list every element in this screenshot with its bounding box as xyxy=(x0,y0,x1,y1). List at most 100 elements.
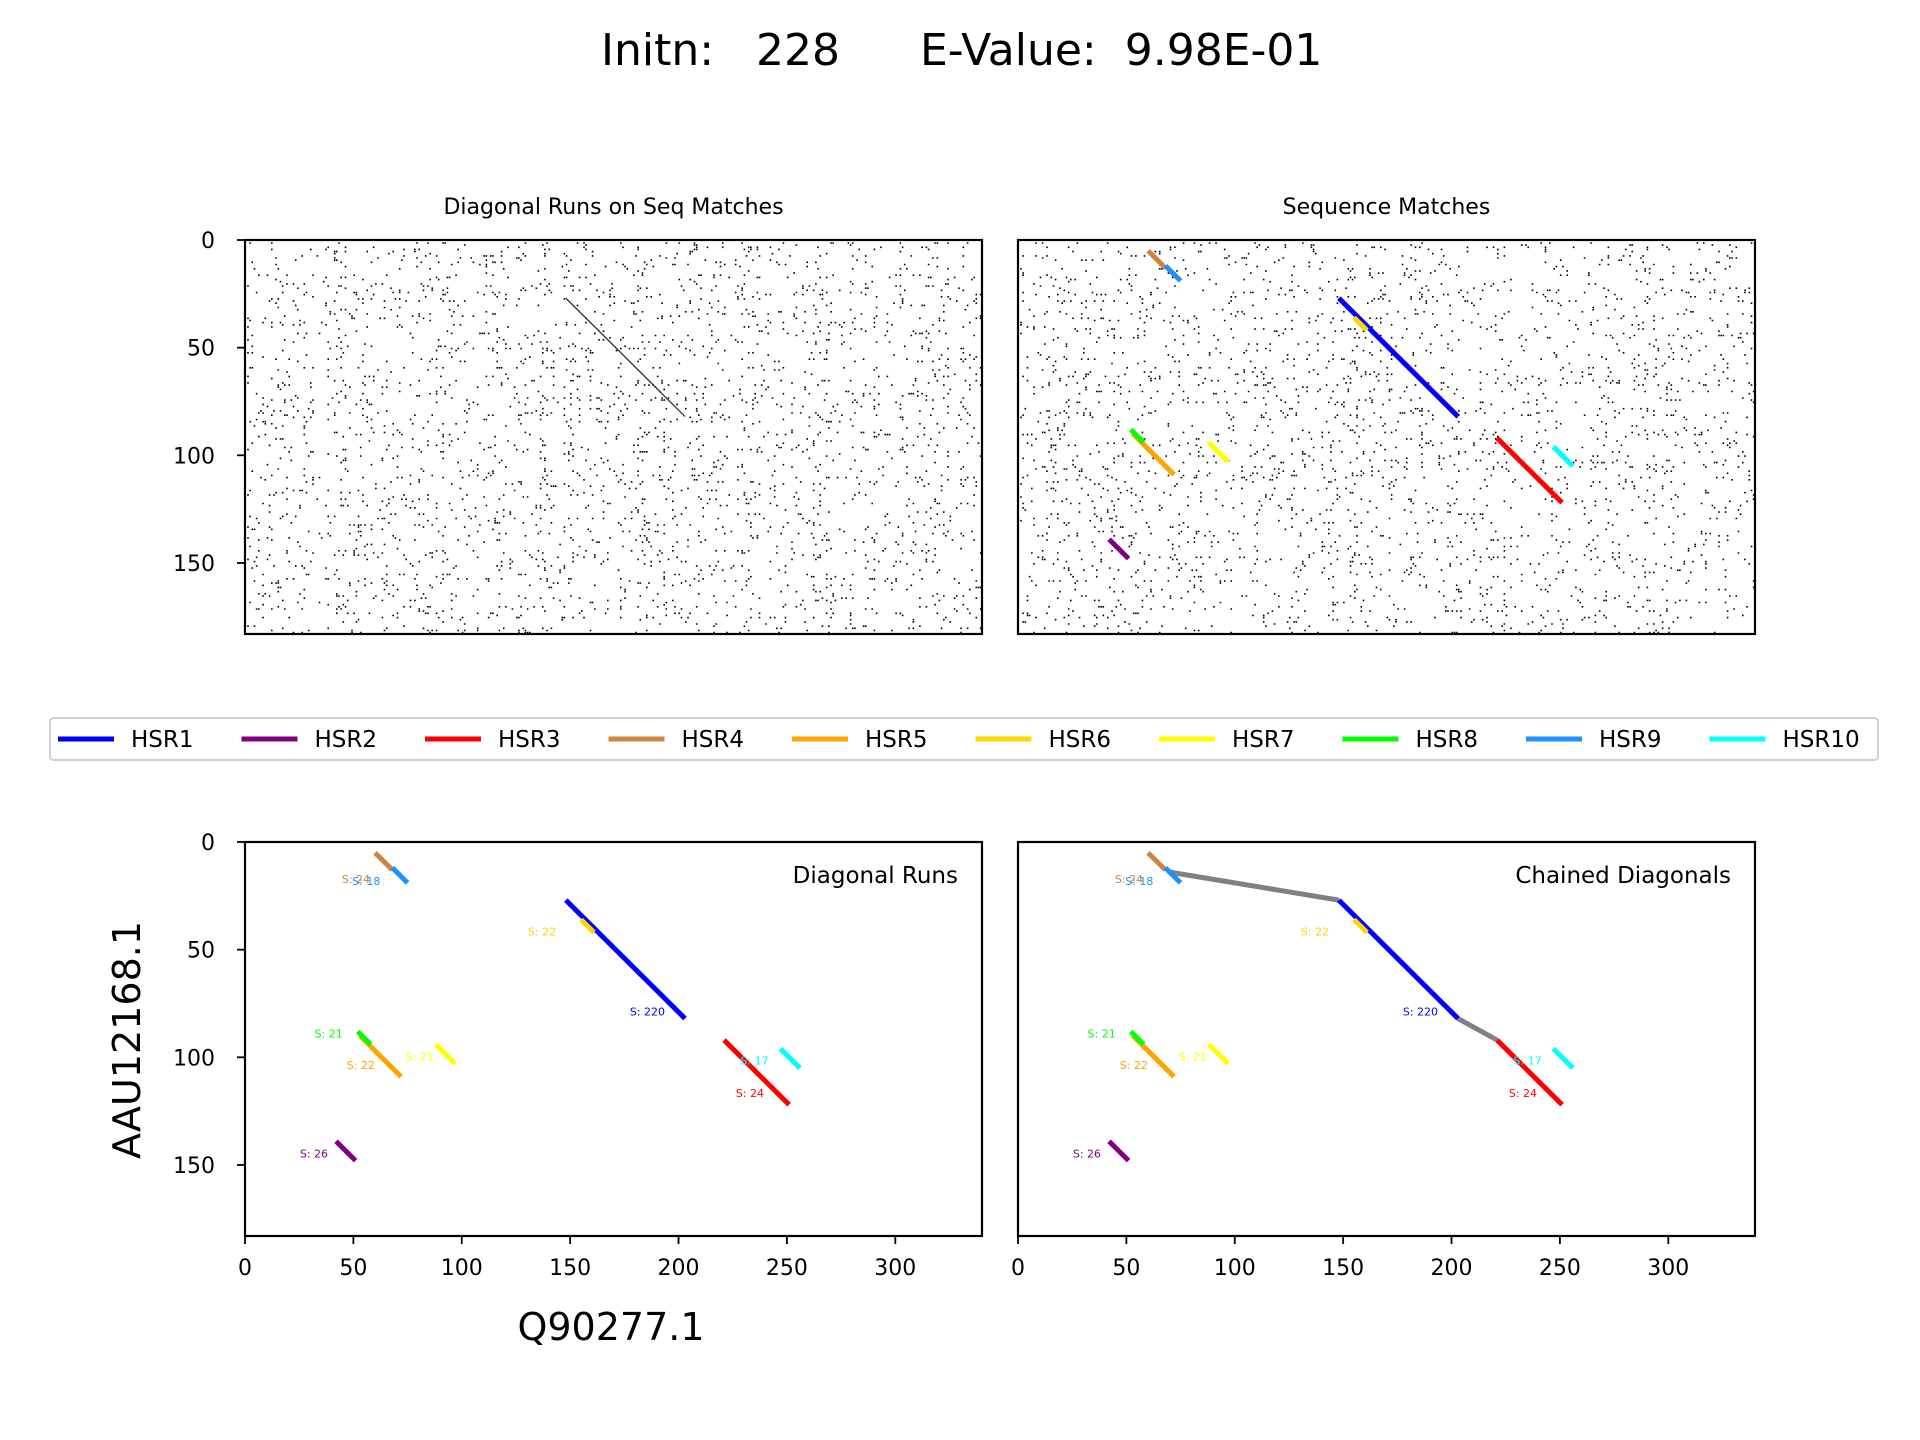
panel-top-left-y-tick-label: 0 xyxy=(201,229,215,254)
panel-top-right-segment-hsr1 xyxy=(1337,296,1460,419)
panel-bottom-left-x-tick-label: 200 xyxy=(658,1256,700,1281)
panel-bottom-left-y-tick-label: 50 xyxy=(187,939,215,964)
figure-title-initn: Initn: 228 xyxy=(601,25,840,76)
panel-top-right-segment-hsr6 xyxy=(1352,315,1369,333)
panel-bottom-right-x-tick-label: 100 xyxy=(1214,1256,1256,1281)
panel-bottom-right-score-label-hsr10: S: 17 xyxy=(1513,1055,1541,1068)
panel-bottom-left-score-label-hsr9: S: 18 xyxy=(352,875,380,888)
panel-bottom-right-x-tick-label: 300 xyxy=(1647,1256,1689,1281)
panel-bottom-right-score-label-hsr1: S: 220 xyxy=(1403,1006,1438,1019)
panel-bottom-left-segment-hsr1 xyxy=(564,898,687,1021)
panel-top-left-match-dots xyxy=(247,242,982,634)
panel-bottom-right-score-label-hsr9: S: 18 xyxy=(1125,875,1153,888)
panel-top-left-diagonal-run xyxy=(565,297,686,418)
panel-bottom-right-segment-hsr10 xyxy=(1551,1046,1575,1070)
panel-bottom-left-segment-hsr9 xyxy=(390,866,410,885)
panel-top-left-y-tick-label: 100 xyxy=(173,444,215,469)
panel-bottom-right-chain-link-2 xyxy=(1456,1016,1499,1043)
panel-bottom-left-y-tick-label: 150 xyxy=(173,1154,215,1179)
panel-bottom-right-score-label-hsr6: S: 22 xyxy=(1301,926,1329,939)
panel-top-left-title: Diagonal Runs on Seq Matches xyxy=(443,195,783,220)
panel-bottom-left-x-tick-label: 150 xyxy=(549,1256,591,1281)
panel-bottom-left-score-label-hsr8: S: 21 xyxy=(315,1027,343,1040)
panel-top-right-segment-hsr7 xyxy=(1206,440,1231,464)
panel-bottom-right-plot-area xyxy=(1107,850,1575,1163)
panel-bottom-right-segment-hsr2 xyxy=(1107,1139,1131,1163)
panel-bottom-left-x-tick-label: 250 xyxy=(766,1256,808,1281)
panel-top-left-y-tick-label: 150 xyxy=(173,552,215,577)
panel-bottom-right-score-label-hsr7: S: 21 xyxy=(1179,1050,1207,1063)
legend-label-hsr1: HSR1 xyxy=(131,727,194,753)
panel-top-right-frame xyxy=(1016,238,1757,636)
legend-label-hsr6: HSR6 xyxy=(1049,727,1112,753)
panel-bottom-left-segment-hsr4 xyxy=(373,850,395,872)
figure-title-evalue: E-Value: 9.98E-01 xyxy=(920,25,1322,76)
panel-bottom-right-chain-link-1 xyxy=(1169,869,1340,903)
panel-top-right-title: Sequence Matches xyxy=(1283,195,1491,220)
panel-bottom-right-score-label-hsr5: S: 22 xyxy=(1120,1059,1148,1072)
panel-bottom-left-score-label-hsr7: S: 21 xyxy=(406,1050,434,1063)
panel-bottom-left-y-tick-label: 100 xyxy=(173,1046,215,1071)
panel-bottom-left-segment-hsr8 xyxy=(355,1029,373,1047)
panel-bottom-right: S: 220 S: 26 S: 24 S: 24 S: 22 S: 22 S: 21 S: 2… xyxy=(1011,840,1757,1281)
panel-bottom-right-x-tick-label: 250 xyxy=(1539,1256,1581,1281)
y-axis-label: AAU12168.1 xyxy=(105,921,149,1159)
legend-label-hsr10: HSR10 xyxy=(1783,727,1860,753)
panel-bottom-left-segment-hsr6 xyxy=(579,917,596,935)
legend-label-hsr8: HSR8 xyxy=(1416,727,1479,753)
legend-frame xyxy=(49,717,1879,761)
panel-bottom-left-segment-hsr2 xyxy=(334,1139,358,1163)
legend-label-hsr5: HSR5 xyxy=(865,727,928,753)
panel-bottom-left-segment-hsr7 xyxy=(433,1042,458,1066)
panel-top-right-segment-hsr4 xyxy=(1146,248,1168,270)
panel-bottom-left-y-tick-label: 0 xyxy=(201,831,215,856)
panel-bottom-left-x-tick-label: 300 xyxy=(874,1256,916,1281)
x-axis-label: Q90277.1 xyxy=(517,1305,704,1349)
panel-top-right: Sequence Matches xyxy=(1016,195,1757,636)
panel-bottom-right-frame xyxy=(1016,840,1757,1238)
legend-label-hsr9: HSR9 xyxy=(1599,727,1662,753)
legend-label-hsr4: HSR4 xyxy=(682,727,745,753)
panel-top-right-segment-hsr3 xyxy=(1495,436,1564,505)
panel-bottom-left-score-label-hsr4: S: 24 xyxy=(342,873,370,886)
panel-bottom-right-score-label-hsr8: S: 21 xyxy=(1088,1027,1116,1040)
panel-top-right-segment-hsr8 xyxy=(1128,427,1146,445)
panel-bottom-left-x-tick-label: 100 xyxy=(441,1256,483,1281)
panel-bottom-left-x-tick-label: 0 xyxy=(238,1256,252,1281)
panel-bottom-left-score-label-hsr1: S: 220 xyxy=(630,1006,665,1019)
panel-bottom-right-score-label-hsr2: S: 26 xyxy=(1073,1147,1101,1160)
panel-bottom-right-segment-hsr9 xyxy=(1163,866,1183,885)
panel-bottom-right-x-tick-label: 200 xyxy=(1431,1256,1473,1281)
panel-bottom-left-score-label-hsr6: S: 22 xyxy=(528,926,556,939)
panel-bottom-right-segment-hsr4 xyxy=(1146,850,1168,872)
panel-top-left: Diagonal Runs on Seq Matches 0 50 100 150 xyxy=(173,195,984,636)
panel-top-right-plot-area xyxy=(1020,242,1755,634)
panel-top-right-match-dots xyxy=(1020,242,1755,634)
panel-top-right-segment-hsr9 xyxy=(1163,264,1183,283)
panel-bottom-right-segment-hsr1 xyxy=(1337,898,1460,1021)
panel-bottom-left-score-label-hsr2: S: 26 xyxy=(300,1147,328,1160)
panel-bottom-left-score-label-hsr5: S: 22 xyxy=(347,1059,375,1072)
panel-bottom-left-score-label-hsr10: S: 17 xyxy=(740,1055,768,1068)
panel-bottom-left: S: 220 S: 26 S: 24 S: 24 S: 22 S: 22 S: 21 S: 2… xyxy=(173,831,984,1281)
panel-top-right-segment-hsr2 xyxy=(1107,537,1131,561)
panel-bottom-right-x-tick-label: 150 xyxy=(1322,1256,1364,1281)
panel-bottom-right-x-tick-label: 0 xyxy=(1011,1256,1025,1281)
legend-label-hsr2: HSR2 xyxy=(315,727,378,753)
panel-bottom-left-segment-hsr3 xyxy=(722,1038,791,1107)
panel-top-left-frame xyxy=(243,238,984,636)
panel-bottom-left-annotation: Diagonal Runs xyxy=(793,863,958,889)
panel-bottom-right-segment-hsr7 xyxy=(1206,1042,1231,1066)
panel-bottom-left-frame xyxy=(243,840,984,1238)
panel-bottom-right-segment-hsr3 xyxy=(1495,1038,1564,1107)
panel-bottom-left-segment-hsr10 xyxy=(778,1046,802,1070)
panel-top-left-plot-area xyxy=(247,242,982,634)
panel-bottom-right-annotation: Chained Diagonals xyxy=(1515,863,1731,889)
panel-bottom-right-x-tick-label: 50 xyxy=(1112,1256,1140,1281)
panel-bottom-right-score-label-hsr3: S: 24 xyxy=(1509,1087,1537,1100)
panel-bottom-right-segment-hsr6 xyxy=(1352,917,1369,935)
legend-label-hsr3: HSR3 xyxy=(498,727,561,753)
panel-bottom-left-score-label-hsr3: S: 24 xyxy=(736,1087,764,1100)
panel-bottom-left-x-tick-label: 50 xyxy=(339,1256,367,1281)
